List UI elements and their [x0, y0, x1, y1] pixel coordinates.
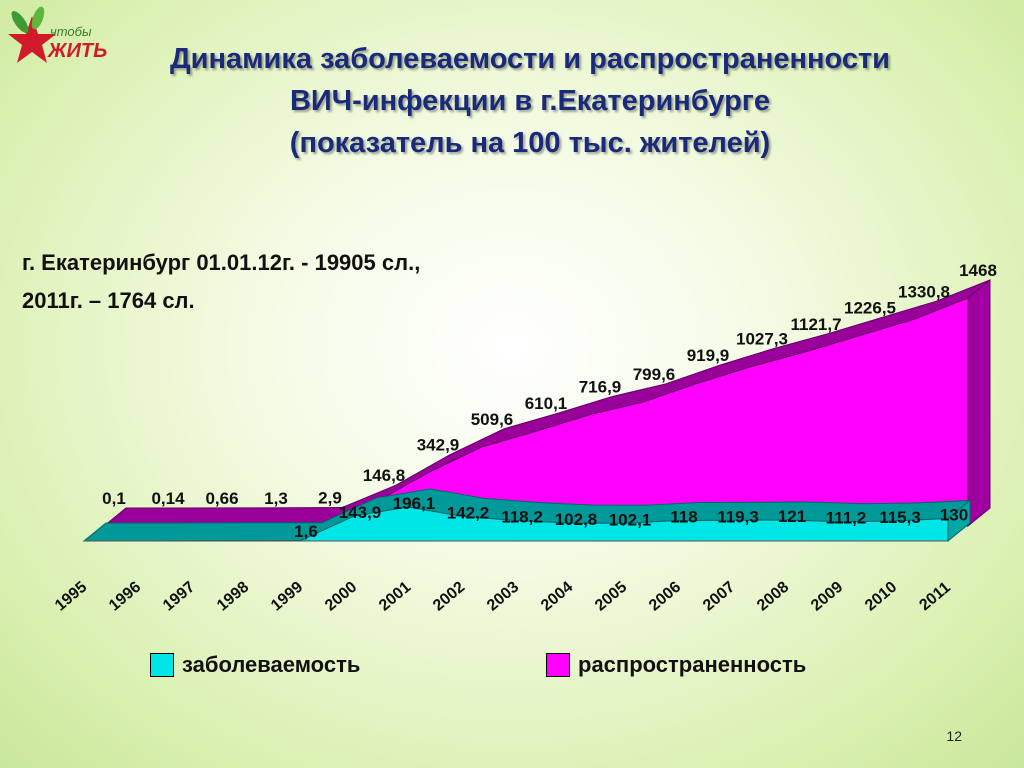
legend-swatch-prevalence [546, 653, 570, 677]
legend-label-incidence: заболеваемость [182, 652, 361, 677]
incidence-data-label: 143,9 [339, 503, 382, 522]
x-tick-label: 2010 [862, 579, 900, 615]
prevalence-data-label: 146,8 [363, 466, 406, 485]
incidence-data-label: 115,3 [879, 508, 921, 527]
prevalence-data-label: 799,6 [633, 365, 676, 384]
prevalence-data-label: 1,3 [264, 489, 288, 508]
note-line-1: г. Екатеринбург 01.01.12г. - 19905 сл., [22, 250, 421, 275]
logo-text-large: ЖИТЬ [48, 40, 108, 62]
prevalence-data-label: 1468 [959, 261, 997, 280]
x-tick-label: 1998 [214, 579, 252, 615]
prevalence-data-label: 509,6 [471, 410, 514, 429]
x-tick-label: 2000 [322, 579, 360, 615]
title-line-3: (показатель на 100 тыс. жителей) [289, 127, 771, 159]
incidence-data-label: 102,8 [555, 510, 598, 529]
prevalence-data-label: 0,1 [102, 489, 126, 508]
incidence-data-label: 1,6 [294, 522, 318, 541]
legend-swatch-incidence [150, 653, 174, 677]
x-tick-label: 2002 [430, 579, 468, 615]
page-number: 12 [946, 728, 962, 744]
incidence-data-label: 121 [778, 507, 806, 526]
logo: чтобы ЖИТЬ [2, 2, 112, 82]
x-tick-label: 2011 [916, 579, 954, 614]
x-tick-label: 2006 [646, 579, 684, 615]
x-tick-label: 1999 [268, 579, 306, 615]
title-line-2: ВИЧ-инфекции в г.Екатеринбурге [289, 85, 771, 117]
x-tick-label: 2004 [538, 579, 576, 615]
case-count-note: г. Екатеринбург 01.01.12г. - 19905 сл., … [22, 244, 420, 320]
legend-label-prevalence: распространенность [578, 652, 807, 677]
incidence-data-label: 130 [940, 505, 968, 524]
x-tick-label: 2008 [754, 579, 792, 615]
x-tick-label: 1995 [52, 579, 90, 615]
incidence-area-side [947, 499, 971, 543]
prevalence-data-label: 1330,8 [898, 282, 950, 301]
legend-item-prevalence: распространенность [546, 652, 806, 678]
incidence-data-label: 111,2 [826, 509, 867, 528]
prevalence-data-label: 2,9 [318, 489, 342, 508]
x-tick-label: 2005 [592, 579, 630, 615]
page-title: Динамика заболеваемости и распространенн… [90, 38, 970, 164]
x-tick-label: 2003 [484, 579, 522, 615]
note-line-2: 2011г. – 1764 сл. [22, 288, 195, 313]
prevalence-data-label: 0,66 [205, 489, 238, 508]
incidence-data-label: 142,2 [447, 503, 490, 522]
star-leaf-icon [8, 6, 56, 63]
prevalence-data-label: 1121,7 [790, 315, 841, 334]
incidence-data-label: 196,1 [393, 494, 436, 513]
logo-text-small: чтобы [50, 24, 92, 39]
prevalence-data-label: 1226,5 [844, 299, 896, 318]
x-tick-label: 1996 [106, 579, 144, 615]
prevalence-data-label: 1027,3 [736, 329, 788, 348]
prevalence-data-label: 0,14 [151, 489, 185, 508]
prevalence-area-side [967, 278, 991, 528]
prevalence-data-label: 610,1 [525, 394, 568, 413]
incidence-data-label: 102,1 [609, 510, 652, 529]
x-tick-label: 2009 [808, 579, 846, 615]
prevalence-data-label: 919,9 [687, 346, 730, 365]
x-tick-label: 2007 [700, 579, 738, 615]
prevalence-data-label: 716,9 [579, 378, 622, 397]
x-tick-label: 2001 [376, 579, 414, 615]
incidence-data-label: 118,2 [501, 508, 543, 527]
incidence-data-label: 118 [670, 508, 697, 527]
legend-item-incidence: заболеваемость [150, 652, 360, 678]
x-tick-label: 1997 [160, 579, 198, 615]
title-line-1: Динамика заболеваемости и распространенн… [169, 43, 891, 75]
prevalence-data-label: 342,9 [417, 436, 460, 455]
incidence-data-label: 119,3 [717, 507, 759, 526]
